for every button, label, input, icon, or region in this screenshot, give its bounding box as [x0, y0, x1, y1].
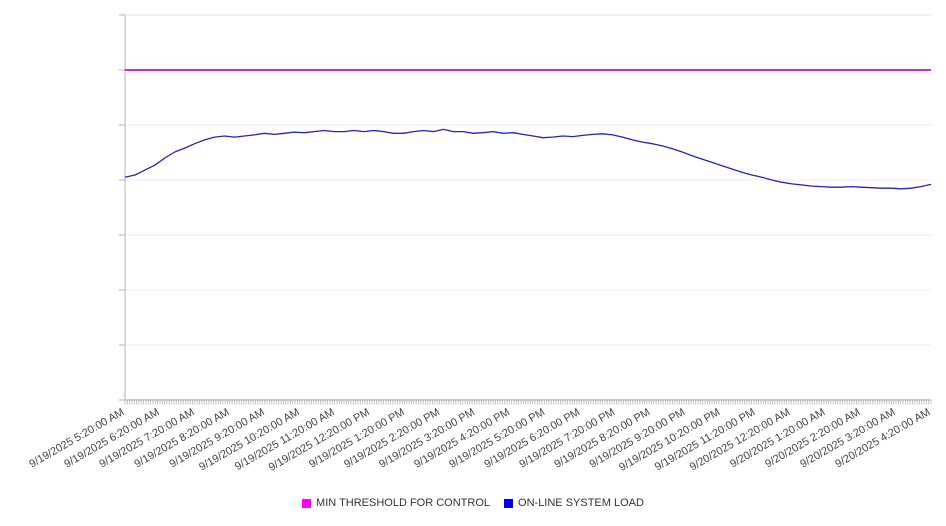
chart-canvas: 9/19/2025 5:20:00 AM9/19/2025 6:20:00 AM…	[27, 14, 933, 474]
legend-swatch-blue-icon	[504, 498, 514, 508]
chart-legend: MIN THRESHOLD FOR CONTROL ON-LINE SYSTEM…	[0, 497, 946, 509]
system-load-line[interactable]	[124, 128, 932, 190]
legend-label-system-load: ON-LINE SYSTEM LOAD	[518, 497, 644, 509]
legend-item-min-threshold[interactable]: MIN THRESHOLD FOR CONTROL	[302, 497, 490, 509]
legend-swatch-magenta-icon	[302, 498, 312, 508]
legend-item-system-load[interactable]: ON-LINE SYSTEM LOAD	[504, 497, 644, 509]
legend-label-min-threshold: MIN THRESHOLD FOR CONTROL	[316, 497, 491, 509]
